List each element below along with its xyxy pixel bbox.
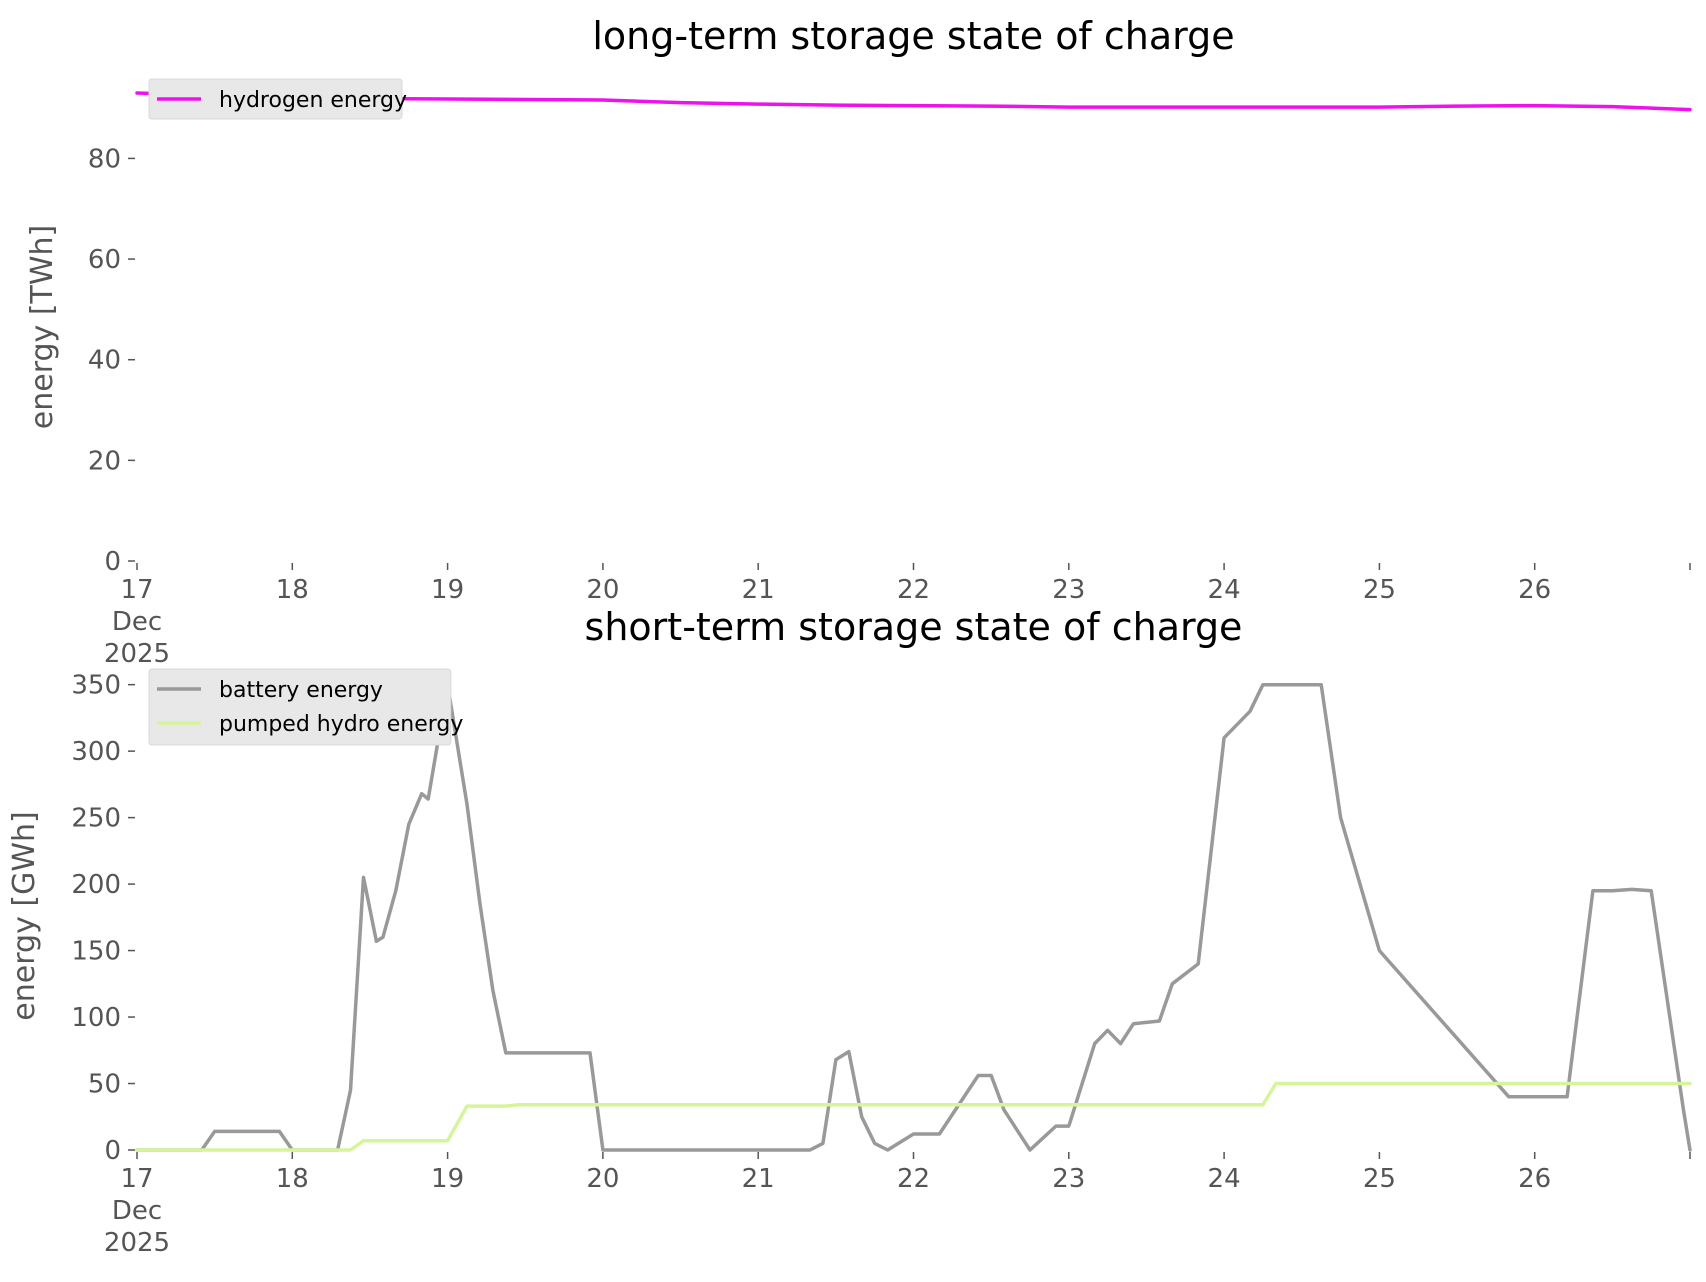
x-tick-label: 20: [586, 575, 619, 605]
chart-title: short-term storage state of charge: [585, 605, 1243, 649]
x-tick-label: 19: [431, 1164, 464, 1194]
legend-box: [148, 78, 403, 120]
x-tick-label: 22: [897, 575, 930, 605]
x-tick-label: 18: [276, 575, 309, 605]
y-axis-label: energy [TWh]: [25, 225, 60, 429]
x-tick-label: 22: [897, 1164, 930, 1194]
x-tick-label: 17 Dec 2025: [104, 575, 170, 669]
x-tick-label: 23: [1052, 1164, 1085, 1194]
x-tick-label: 25: [1363, 575, 1396, 605]
y-tick-label: 40: [88, 346, 121, 376]
x-tick-label: 23: [1052, 575, 1085, 605]
y-tick-label: 300: [71, 737, 121, 767]
x-tick-label: 24: [1208, 575, 1241, 605]
long-term-storage-chart: long-term storage state of charge energy …: [25, 14, 1692, 669]
y-tick-label: 50: [88, 1070, 121, 1100]
hydrogen-energy-line: [135, 91, 1692, 112]
y-tick-label: 80: [88, 144, 121, 174]
x-tick-label: 18: [276, 1164, 309, 1194]
battery-energy-line: [135, 682, 1692, 1152]
x-tick-label: 26: [1518, 1164, 1551, 1194]
y-tick-label: 250: [71, 804, 121, 834]
legend-label: battery energy: [219, 678, 383, 703]
x-tick-label: 24: [1208, 1164, 1241, 1194]
y-tick-label: 100: [71, 1003, 121, 1033]
x-tick-label: 20: [586, 1164, 619, 1194]
short-term-storage-chart: short-term storage state of charge energy…: [7, 605, 1692, 1258]
x-tick-label: 25: [1363, 1164, 1396, 1194]
pumped-hydro-energy-line: [135, 1081, 1692, 1152]
y-tick-label: 0: [104, 547, 121, 577]
legend-box: [148, 668, 452, 746]
y-tick-label: 150: [71, 937, 121, 967]
legend-label: hydrogen energy: [219, 88, 407, 113]
x-tick-label: 17 Dec 2025: [104, 1164, 170, 1258]
y-tick-label: 350: [71, 671, 121, 701]
y-tick-label: 200: [71, 870, 121, 900]
x-tick-label: 26: [1518, 575, 1551, 605]
y-axis-label: energy [GWh]: [7, 811, 42, 1020]
y-tick-label: 20: [88, 446, 121, 476]
legend-label: pumped hydro energy: [219, 712, 463, 737]
chart-title: long-term storage state of charge: [592, 14, 1234, 58]
y-tick-label: 0: [104, 1136, 121, 1166]
x-tick-label: 21: [742, 575, 775, 605]
x-tick-label: 19: [431, 575, 464, 605]
x-tick-label: 21: [742, 1164, 775, 1194]
y-tick-label: 60: [88, 245, 121, 275]
